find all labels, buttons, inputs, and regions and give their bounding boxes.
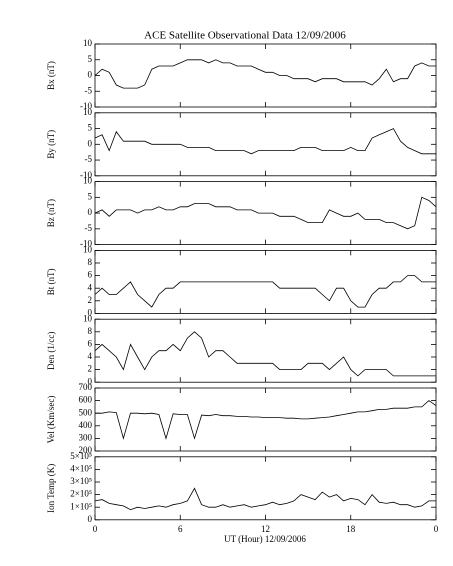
y-tick-label: 5	[88, 123, 93, 133]
y-tick-label: 10	[83, 313, 93, 323]
y-tick-label: 2	[88, 364, 93, 374]
y-tick-label: -10	[80, 239, 92, 249]
y-tick-label: 500	[79, 407, 93, 417]
data-line	[94, 196, 437, 230]
y-tick-label: 6	[88, 338, 93, 348]
y-tick-label: 5×10⁵	[70, 451, 92, 461]
panel-frame	[94, 387, 437, 452]
y-tick-label: 4×10⁵	[70, 463, 92, 473]
x-tick-label: 0	[93, 524, 98, 534]
y-tick-label: 8	[88, 326, 93, 336]
data-line	[94, 331, 436, 377]
panel-frame	[94, 43, 437, 108]
y-tick-label: 5	[88, 191, 93, 201]
data-line	[94, 128, 436, 155]
y-axis-label: Bt (nT)	[46, 269, 56, 296]
x-tick-label: 18	[346, 524, 356, 534]
y-axis-label: Bz (nT)	[46, 199, 56, 227]
y-tick-label: 0	[88, 138, 93, 148]
y-tick-label: 200	[79, 445, 93, 455]
y-axis-label: Vel (Km/sec)	[46, 396, 56, 444]
y-tick-label: 0	[88, 70, 93, 80]
data-line	[94, 275, 436, 308]
y-axis-label: By (nT)	[46, 130, 56, 159]
y-tick-label: 8	[88, 257, 93, 267]
y-tick-label: 3×10⁵	[70, 476, 92, 486]
y-tick-label: -10	[80, 170, 92, 180]
y-tick-label: 700	[79, 382, 93, 392]
y-tick-label: 10	[83, 38, 93, 48]
y-tick-label: 2	[88, 295, 93, 305]
y-tick-label: 6	[88, 270, 93, 280]
panel-frame	[94, 318, 437, 383]
x-tick-label: 6	[178, 524, 183, 534]
panel-frame	[94, 456, 437, 521]
y-axis-label: Den (1/cc)	[46, 332, 56, 370]
y-tick-label: 5	[88, 54, 93, 64]
y-tick-label: 300	[79, 432, 93, 442]
y-tick-label: 400	[79, 420, 93, 430]
x-tick-label: 12	[261, 524, 270, 534]
y-tick-label: -5	[85, 223, 93, 233]
y-tick-label: 0	[88, 376, 93, 386]
y-tick-label: 2×10⁵	[70, 489, 92, 499]
y-tick-label: 10	[83, 107, 93, 117]
y-tick-label: 4	[88, 282, 93, 292]
y-tick-label: 0	[88, 207, 93, 217]
y-tick-label: 600	[79, 395, 93, 405]
panel-frame	[94, 112, 437, 177]
y-tick-label: -5	[85, 85, 93, 95]
y-tick-label: 4	[88, 351, 93, 361]
y-axis-label: Ion Temp (K)	[46, 464, 56, 513]
y-tick-label: -10	[80, 101, 92, 111]
x-tick-label: 0	[434, 524, 439, 534]
data-line	[95, 400, 437, 440]
y-tick-label: 1×10⁵	[70, 501, 92, 511]
y-tick-label: -5	[85, 154, 93, 164]
y-tick-label: 0	[88, 307, 93, 317]
y-tick-label: 0	[88, 514, 93, 524]
x-axis-label: UT (Hour) 12/09/2006	[224, 534, 306, 544]
y-tick-label: 10	[83, 176, 93, 186]
chart-title: ACE Satellite Observational Data 12/09/2…	[144, 30, 346, 42]
data-line	[94, 487, 436, 511]
y-tick-label: 10	[83, 244, 93, 254]
y-axis-label: Bx (nT)	[46, 61, 56, 90]
data-line	[94, 59, 436, 89]
